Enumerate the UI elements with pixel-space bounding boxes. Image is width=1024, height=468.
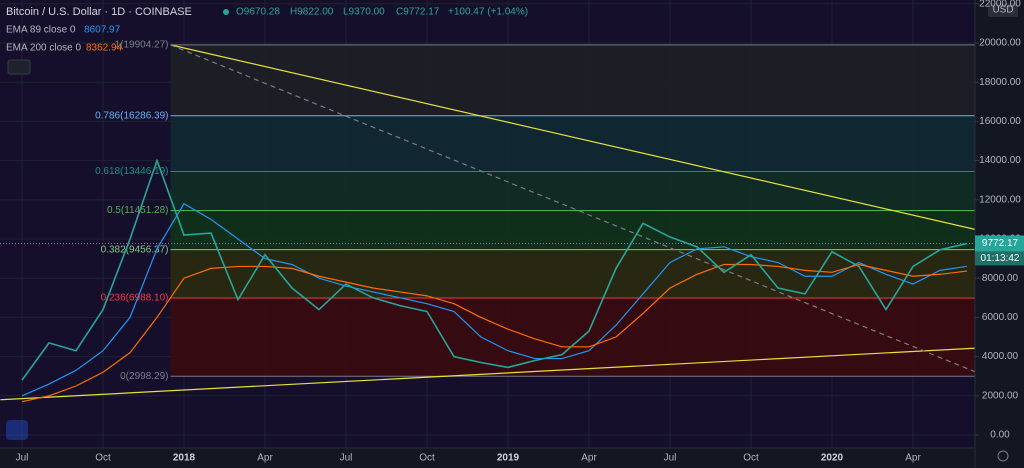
y-tick-label: 18000.00 bbox=[979, 77, 1021, 88]
y-tick-label: 8000.00 bbox=[982, 273, 1019, 284]
countdown-tag bbox=[975, 251, 1024, 266]
legend-value: 8362.94 bbox=[86, 43, 123, 54]
fib-band bbox=[170, 249, 975, 299]
currency-box bbox=[988, 3, 1018, 17]
legend-label: EMA 89 close 0 bbox=[6, 25, 76, 36]
price-axis bbox=[975, 0, 1024, 468]
price-tag bbox=[975, 235, 1024, 252]
x-tick-label: 2020 bbox=[821, 453, 844, 464]
price-line bbox=[21, 158, 968, 381]
currency: USD bbox=[992, 5, 1013, 16]
fib-label: 0(2998.29) bbox=[120, 371, 168, 382]
ohlc-open: O9670.28 bbox=[236, 7, 280, 18]
price-tag-label: 9772.17 bbox=[982, 238, 1019, 249]
ohlc-close: C9772.17 bbox=[396, 7, 440, 18]
ohlc-low: L9370.00 bbox=[343, 7, 385, 18]
countdown: 01:13:42 bbox=[981, 253, 1020, 264]
y-tick-label: 0.00 bbox=[990, 430, 1010, 441]
fib-band bbox=[170, 115, 975, 172]
chart-title: Bitcoin / U.S. Dollar · 1D · COINBASE bbox=[6, 6, 192, 18]
y-tick-label: 4000.00 bbox=[982, 351, 1019, 362]
logo bbox=[6, 420, 28, 440]
fib-label: 0.786(16286.39) bbox=[95, 110, 168, 121]
x-tick-label: Jul bbox=[340, 453, 353, 464]
y-tick-label: 12000.00 bbox=[979, 194, 1021, 205]
x-tick-label: 2019 bbox=[497, 453, 520, 464]
ema-line bbox=[21, 202, 968, 397]
y-tick-label: 14000.00 bbox=[979, 155, 1021, 166]
x-tick-label: Oct bbox=[95, 453, 111, 464]
fib-label: 0.382(9456.37) bbox=[101, 244, 169, 255]
x-tick-label: Apr bbox=[257, 453, 273, 464]
fib-band bbox=[170, 44, 975, 116]
collapse-button[interactable] bbox=[7, 59, 31, 75]
x-tick-label: Jul bbox=[664, 453, 677, 464]
fib-label: 1(19904.27) bbox=[115, 40, 169, 51]
fib-label: 0.5(11451.28) bbox=[107, 205, 169, 216]
x-tick-label: Apr bbox=[905, 453, 921, 464]
ema-line bbox=[21, 263, 968, 403]
y-tick-label: 22000.00 bbox=[979, 0, 1021, 9]
y-tick-label: 2000.00 bbox=[982, 390, 1019, 401]
status-dot bbox=[223, 9, 229, 15]
fib-band bbox=[170, 171, 975, 211]
ohlc-change: +100.47 (+1.04%) bbox=[448, 7, 528, 18]
trendline bbox=[0, 347, 984, 401]
fib-label: 0.236(6988.10) bbox=[101, 293, 169, 304]
settings-button[interactable] bbox=[997, 450, 1009, 462]
x-tick-label: Apr bbox=[581, 453, 597, 464]
legend-value: 8607.97 bbox=[84, 25, 121, 36]
y-tick-label: 20000.00 bbox=[979, 38, 1021, 49]
fib-label: 0.618(13446.19) bbox=[95, 166, 168, 177]
y-tick-label: 6000.00 bbox=[982, 312, 1019, 323]
x-tick-label: Jul bbox=[16, 453, 29, 464]
x-tick-label: Oct bbox=[419, 453, 435, 464]
y-tick-label: 16000.00 bbox=[979, 116, 1021, 127]
trendline bbox=[170, 44, 984, 376]
legend-label: EMA 200 close 0 bbox=[6, 43, 81, 54]
plot: 0(2998.29) 0.236(6988.10) 0.382(9456.37) 0.… bbox=[0, 0, 992, 448]
x-tick-label: Oct bbox=[743, 453, 759, 464]
x-tick-label: 2018 bbox=[173, 453, 196, 464]
trendline bbox=[170, 44, 992, 234]
ohlc-high: H9822.00 bbox=[290, 7, 334, 18]
fib-band bbox=[170, 298, 975, 377]
